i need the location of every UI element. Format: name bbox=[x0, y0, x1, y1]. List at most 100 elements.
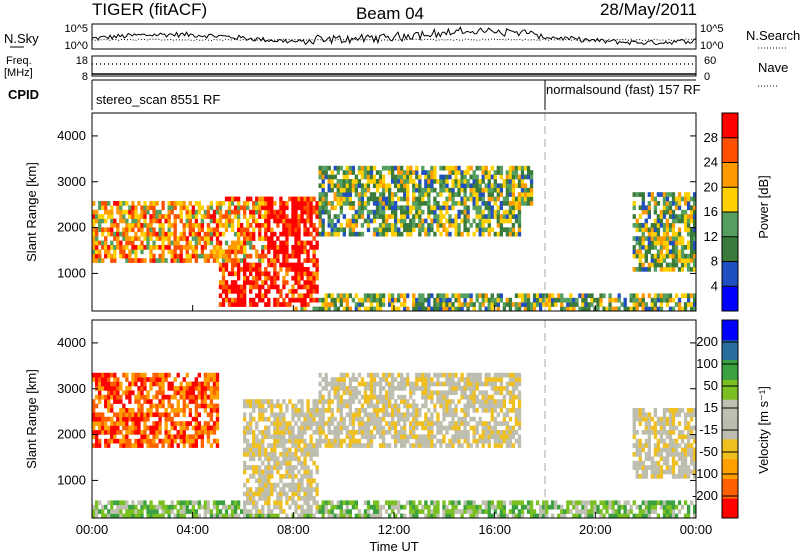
velocity-cell bbox=[243, 403, 247, 409]
power-cell bbox=[463, 192, 467, 197]
power-cell bbox=[170, 223, 174, 228]
velocity-cell bbox=[282, 487, 286, 492]
power-cell bbox=[617, 293, 621, 299]
velocity-cell bbox=[390, 390, 395, 396]
velocity-cell bbox=[107, 416, 111, 422]
velocity-cell bbox=[143, 377, 147, 382]
velocity-cell bbox=[384, 430, 389, 435]
power-cell bbox=[475, 214, 479, 219]
velocity-cell bbox=[303, 430, 307, 435]
power-cell bbox=[424, 187, 428, 193]
velocity-cell bbox=[433, 504, 437, 510]
power-cell bbox=[647, 306, 651, 312]
velocity-cell bbox=[421, 386, 425, 391]
power-cell bbox=[194, 231, 198, 237]
velocity-cell bbox=[626, 500, 630, 506]
velocity-cell bbox=[499, 399, 504, 404]
velocity-cell bbox=[496, 434, 500, 440]
velocity-cell bbox=[499, 408, 504, 413]
velocity-cell bbox=[255, 452, 259, 457]
power-cell bbox=[478, 187, 482, 193]
velocity-cell bbox=[656, 416, 661, 422]
velocity-cell bbox=[122, 434, 126, 440]
power-cell bbox=[218, 245, 223, 250]
power-cell bbox=[173, 240, 177, 246]
velocity-cell bbox=[487, 408, 491, 413]
velocity-cell bbox=[505, 430, 510, 435]
power-cell bbox=[481, 218, 485, 224]
velocity-cell bbox=[387, 412, 392, 418]
velocity-cell bbox=[378, 386, 383, 391]
velocity-cell bbox=[218, 513, 223, 519]
velocity-cell bbox=[475, 408, 479, 413]
power-cell bbox=[122, 236, 126, 241]
velocity-cell bbox=[390, 434, 395, 440]
power-cell bbox=[128, 227, 132, 233]
power-cell bbox=[653, 201, 658, 206]
velocity-cell bbox=[264, 500, 268, 506]
velocity-cell bbox=[119, 386, 123, 391]
velocity-cell bbox=[300, 425, 304, 431]
power-cell bbox=[282, 205, 286, 211]
velocity-cell bbox=[381, 504, 386, 510]
power-cell bbox=[173, 231, 177, 237]
cpid-panel: CPID stereo_scan 8551 RF normalsound (fa… bbox=[8, 79, 701, 110]
velocity-cell bbox=[469, 386, 473, 391]
power-cell bbox=[303, 297, 307, 303]
power-cell bbox=[191, 214, 195, 219]
power-cell bbox=[230, 297, 235, 303]
velocity-cell bbox=[188, 399, 192, 404]
velocity-cell bbox=[279, 500, 283, 506]
power-cell bbox=[351, 183, 356, 189]
velocity-cell bbox=[137, 421, 141, 426]
velocity-cell bbox=[400, 430, 404, 435]
power-cell bbox=[113, 245, 117, 250]
power-cell bbox=[230, 240, 235, 246]
power-cell bbox=[439, 205, 443, 211]
power-cell bbox=[400, 183, 404, 189]
power-cell bbox=[445, 165, 449, 171]
power-cell bbox=[692, 267, 697, 272]
velocity-cell bbox=[303, 465, 307, 470]
velocity-cell bbox=[366, 403, 371, 409]
power-cell bbox=[369, 297, 374, 303]
velocity-cell bbox=[339, 509, 343, 514]
power-cell bbox=[487, 306, 491, 312]
velocity-cell bbox=[104, 377, 108, 382]
velocity-cell bbox=[279, 478, 283, 484]
velocity-cell bbox=[101, 425, 105, 431]
velocity-cell bbox=[475, 399, 479, 404]
velocity-cell bbox=[324, 438, 328, 444]
velocity-cell bbox=[406, 434, 410, 440]
power-cell bbox=[309, 271, 313, 277]
power-cell bbox=[128, 240, 132, 246]
velocity-cell bbox=[246, 491, 250, 497]
power-cell bbox=[445, 201, 449, 206]
power-cell bbox=[267, 302, 271, 307]
power-cell bbox=[686, 231, 691, 237]
power-cell bbox=[239, 293, 244, 299]
velocity-cell bbox=[614, 513, 618, 519]
power-cell bbox=[206, 258, 211, 263]
velocity-cell bbox=[475, 394, 479, 400]
velocity-cell bbox=[418, 421, 422, 426]
velocity-cell bbox=[161, 412, 165, 418]
power-cell bbox=[448, 302, 452, 307]
power-cell bbox=[215, 258, 220, 263]
velocity-cell bbox=[611, 504, 615, 510]
velocity-cell bbox=[445, 513, 449, 519]
velocity-cell bbox=[397, 434, 401, 440]
velocity-cell bbox=[412, 425, 416, 431]
power-cell bbox=[430, 227, 434, 233]
power-cell bbox=[641, 262, 645, 268]
power-cell bbox=[460, 231, 464, 237]
power-cell bbox=[439, 165, 443, 171]
power-cell bbox=[457, 179, 461, 184]
velocity-cell bbox=[653, 425, 658, 431]
velocity-cell bbox=[375, 372, 380, 378]
power-cell bbox=[475, 297, 479, 303]
power-cell bbox=[541, 302, 546, 307]
velocity-cell bbox=[481, 443, 485, 448]
velocity-cell bbox=[472, 403, 476, 409]
power-cell bbox=[641, 223, 645, 228]
